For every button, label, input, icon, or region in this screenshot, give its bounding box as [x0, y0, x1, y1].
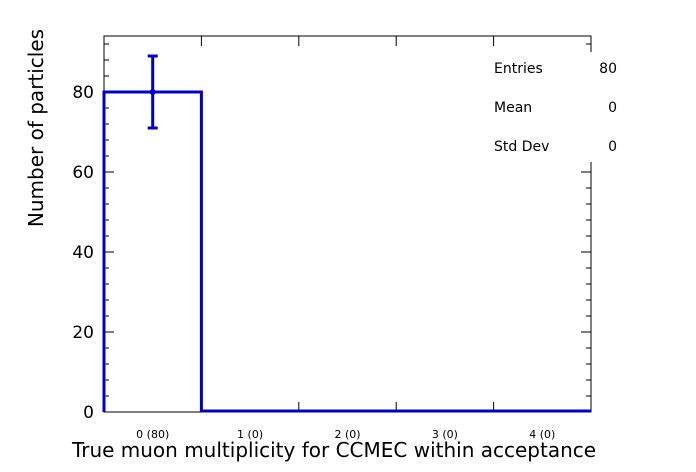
- stats-entries-label: Entries: [494, 61, 543, 77]
- y-tick-label: 80: [72, 83, 94, 103]
- x-tick-label: 2 (0): [334, 428, 360, 441]
- x-axis-ticks: [200, 36, 495, 412]
- x-axis-title: True muon multiplicity for CCMEC within …: [71, 438, 596, 462]
- y-tick-label: 60: [72, 163, 94, 183]
- stats-mean-value: 0: [608, 100, 617, 116]
- x-tick-label: 1 (0): [237, 428, 263, 441]
- y-axis-title: Number of particles: [24, 29, 48, 227]
- stats-stddev-value: 0: [608, 139, 617, 155]
- x-tick-label: 4 (0): [529, 428, 555, 441]
- x-tick-label: 3 (0): [432, 428, 458, 441]
- y-axis-tick-labels: 0 20 40 60 80: [72, 83, 94, 423]
- y-tick-label: 0: [83, 403, 94, 423]
- y-tick-label: 20: [72, 323, 94, 343]
- stats-stddev-label: Std Dev: [494, 139, 549, 155]
- stats-box-background: [485, 52, 619, 162]
- error-bars: [147, 54, 158, 130]
- x-axis-tick-labels: 0 (80) 1 (0) 2 (0) 3 (0) 4 (0): [136, 428, 555, 441]
- data-point-marker: [149, 89, 156, 95]
- stats-box: Entries 80 Mean 0 Std Dev 0: [485, 52, 619, 162]
- stats-entries-value: 80: [599, 61, 617, 77]
- y-tick-label: 40: [72, 243, 94, 263]
- stats-mean-label: Mean: [494, 100, 532, 116]
- histogram-bar: [102, 90, 203, 412]
- x-tick-label: 0 (80): [136, 428, 169, 441]
